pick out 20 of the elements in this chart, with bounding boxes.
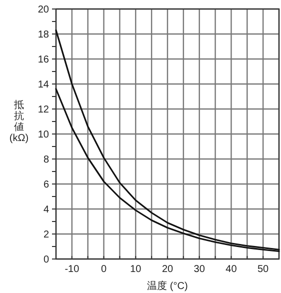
y-tick-label: 12	[38, 104, 50, 116]
x-tick-label: -10	[64, 264, 80, 275]
y-tick-label: 14	[38, 80, 50, 90]
y-tick-label: 10	[38, 130, 50, 140]
x-tick-label: 50	[258, 264, 270, 275]
x-tick-label: 0	[101, 264, 108, 275]
y-tick-label: 20	[38, 4, 50, 16]
y-tick-label: 16	[38, 54, 50, 66]
x-tick-label: 10	[130, 264, 142, 275]
y-tick-label: 4	[43, 204, 50, 216]
y-axis-title: 抵抗値 (kΩ)	[9, 99, 29, 144]
y-tick-label: 6	[43, 180, 50, 190]
x-tick-label: 20	[162, 264, 174, 275]
y-tick-label: 0	[43, 254, 50, 266]
y-tick-label: 18	[38, 30, 50, 40]
y-tick-label: 2	[43, 230, 50, 240]
x-tick-label: 40	[226, 264, 238, 275]
y-tick-label: 8	[43, 154, 50, 166]
x-axis-title: 温度 (°C)	[147, 280, 188, 292]
x-tick-label: 30	[194, 264, 206, 275]
